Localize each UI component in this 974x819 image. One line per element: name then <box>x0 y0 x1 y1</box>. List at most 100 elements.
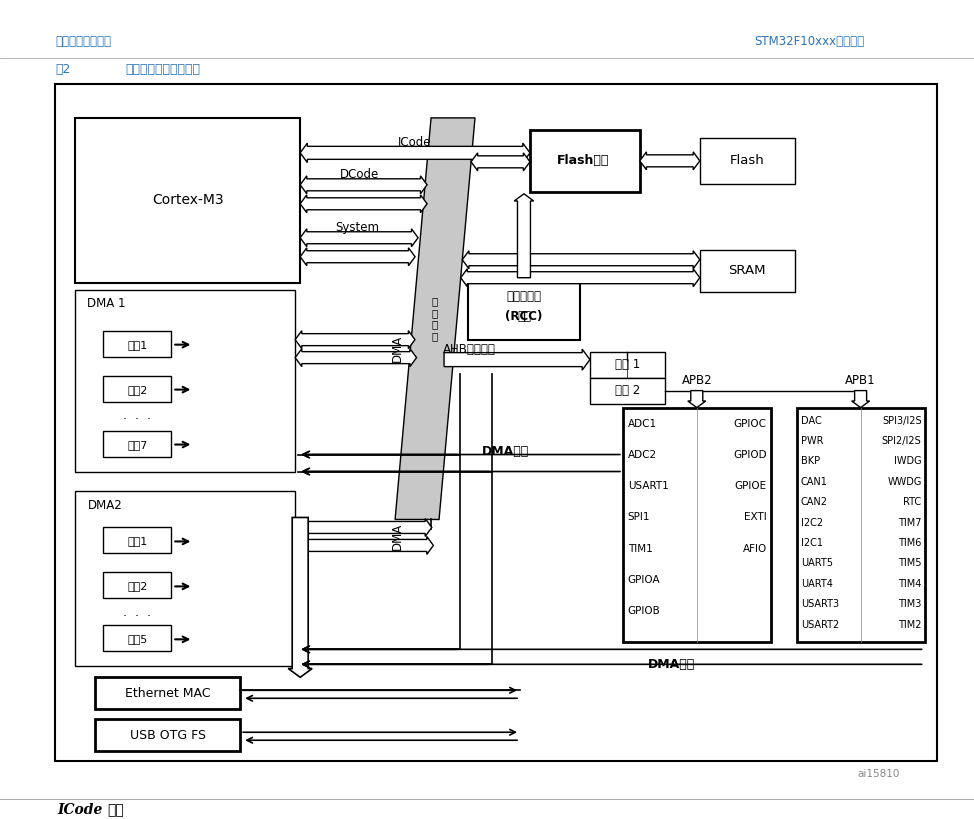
Text: DMA请求: DMA请求 <box>648 658 695 671</box>
Text: AFIO: AFIO <box>742 544 767 554</box>
Polygon shape <box>295 536 433 554</box>
Bar <box>103 331 171 356</box>
Text: AHB系统总线: AHB系统总线 <box>443 343 496 356</box>
Polygon shape <box>461 269 699 287</box>
Bar <box>797 408 924 642</box>
Bar <box>699 138 795 183</box>
Bar <box>103 431 171 456</box>
Text: 复位和时钟: 复位和时钟 <box>506 290 542 303</box>
Text: DMA2: DMA2 <box>88 499 122 512</box>
Text: System: System <box>335 221 379 234</box>
Bar <box>622 408 770 642</box>
Bar <box>75 118 300 283</box>
Text: ·  ·  ·: · · · <box>124 610 151 623</box>
Text: Cortex-M3: Cortex-M3 <box>152 193 224 207</box>
Text: GPIOE: GPIOE <box>734 482 767 491</box>
Text: STM32F10xxx参考手册: STM32F10xxx参考手册 <box>755 35 865 48</box>
Text: SPI1: SPI1 <box>628 513 651 523</box>
Text: 通道5: 通道5 <box>128 635 147 645</box>
Polygon shape <box>444 349 590 370</box>
Text: 图2: 图2 <box>56 63 71 76</box>
Polygon shape <box>851 391 870 408</box>
Text: EXTI: EXTI <box>744 513 767 523</box>
Polygon shape <box>300 229 418 247</box>
Polygon shape <box>688 391 706 408</box>
Text: (RCC): (RCC) <box>506 310 543 324</box>
Polygon shape <box>295 349 417 367</box>
Text: ·  ·  ·: · · · <box>124 413 151 426</box>
Bar <box>530 130 640 192</box>
Text: 控制: 控制 <box>517 310 531 324</box>
Text: USART1: USART1 <box>628 482 668 491</box>
Text: CAN1: CAN1 <box>801 477 828 486</box>
Polygon shape <box>295 518 431 536</box>
Text: ADC2: ADC2 <box>628 450 657 459</box>
Text: TIM5: TIM5 <box>898 559 921 568</box>
Text: 总
线
矩
阵: 总 线 矩 阵 <box>431 296 438 341</box>
Text: TIM3: TIM3 <box>898 600 921 609</box>
Text: TIM7: TIM7 <box>898 518 921 527</box>
Text: 桥接 2: 桥接 2 <box>615 384 640 397</box>
Text: I2C2: I2C2 <box>801 518 823 527</box>
Text: USB OTG FS: USB OTG FS <box>130 729 206 742</box>
Polygon shape <box>640 152 699 170</box>
Text: GPIOD: GPIOD <box>733 450 767 459</box>
Text: DAC: DAC <box>801 415 821 426</box>
Bar <box>56 84 937 761</box>
Polygon shape <box>471 153 530 171</box>
Bar <box>75 290 295 472</box>
Text: RTC: RTC <box>904 497 921 507</box>
Text: 通道2: 通道2 <box>128 385 147 395</box>
Bar <box>468 278 580 340</box>
Bar <box>103 376 171 401</box>
Polygon shape <box>295 331 415 349</box>
Text: DMA: DMA <box>391 523 403 550</box>
Text: Flash: Flash <box>730 154 765 167</box>
Text: DCode: DCode <box>340 169 380 181</box>
Bar <box>103 626 171 651</box>
Bar <box>590 351 665 378</box>
Polygon shape <box>300 143 530 163</box>
Text: DMA请求: DMA请求 <box>482 445 530 458</box>
Text: SPI2/I2S: SPI2/I2S <box>881 436 921 446</box>
Text: GPIOC: GPIOC <box>733 419 767 428</box>
Text: 通道1: 通道1 <box>128 536 147 546</box>
Bar <box>75 491 295 667</box>
Text: TIM4: TIM4 <box>898 579 921 589</box>
Text: ICode: ICode <box>398 136 431 149</box>
Bar <box>95 677 241 709</box>
Text: CAN2: CAN2 <box>801 497 828 507</box>
Bar <box>590 378 665 404</box>
Text: TIM2: TIM2 <box>898 620 921 630</box>
Text: APB1: APB1 <box>845 374 876 387</box>
Polygon shape <box>395 118 475 519</box>
Text: 通道7: 通道7 <box>128 440 147 450</box>
Text: SPI3/I2S: SPI3/I2S <box>881 415 921 426</box>
Polygon shape <box>463 251 699 269</box>
Text: I2C1: I2C1 <box>801 538 823 548</box>
Text: WWDG: WWDG <box>887 477 921 486</box>
Text: PWR: PWR <box>801 436 823 446</box>
Bar <box>103 527 171 554</box>
Text: 总线: 总线 <box>107 803 124 817</box>
Polygon shape <box>288 518 313 677</box>
Text: TIM1: TIM1 <box>628 544 653 554</box>
Text: Flash接口: Flash接口 <box>557 154 609 167</box>
Text: TIM6: TIM6 <box>898 538 921 548</box>
Text: DMA: DMA <box>391 335 403 362</box>
Text: Ethernet MAC: Ethernet MAC <box>125 687 210 699</box>
Text: GPIOB: GPIOB <box>628 606 660 617</box>
Text: UART4: UART4 <box>801 579 833 589</box>
Text: UART5: UART5 <box>801 559 833 568</box>
Text: USART2: USART2 <box>801 620 839 630</box>
Polygon shape <box>300 247 415 265</box>
Polygon shape <box>514 194 534 278</box>
Text: ADC1: ADC1 <box>628 419 657 428</box>
Text: 存储器和总线架构: 存储器和总线架构 <box>56 35 111 48</box>
Bar <box>699 250 795 292</box>
Bar <box>103 572 171 599</box>
Text: ai15810: ai15810 <box>858 769 900 779</box>
Polygon shape <box>300 176 427 194</box>
Text: IWDG: IWDG <box>894 456 921 466</box>
Text: GPIOA: GPIOA <box>628 575 660 585</box>
